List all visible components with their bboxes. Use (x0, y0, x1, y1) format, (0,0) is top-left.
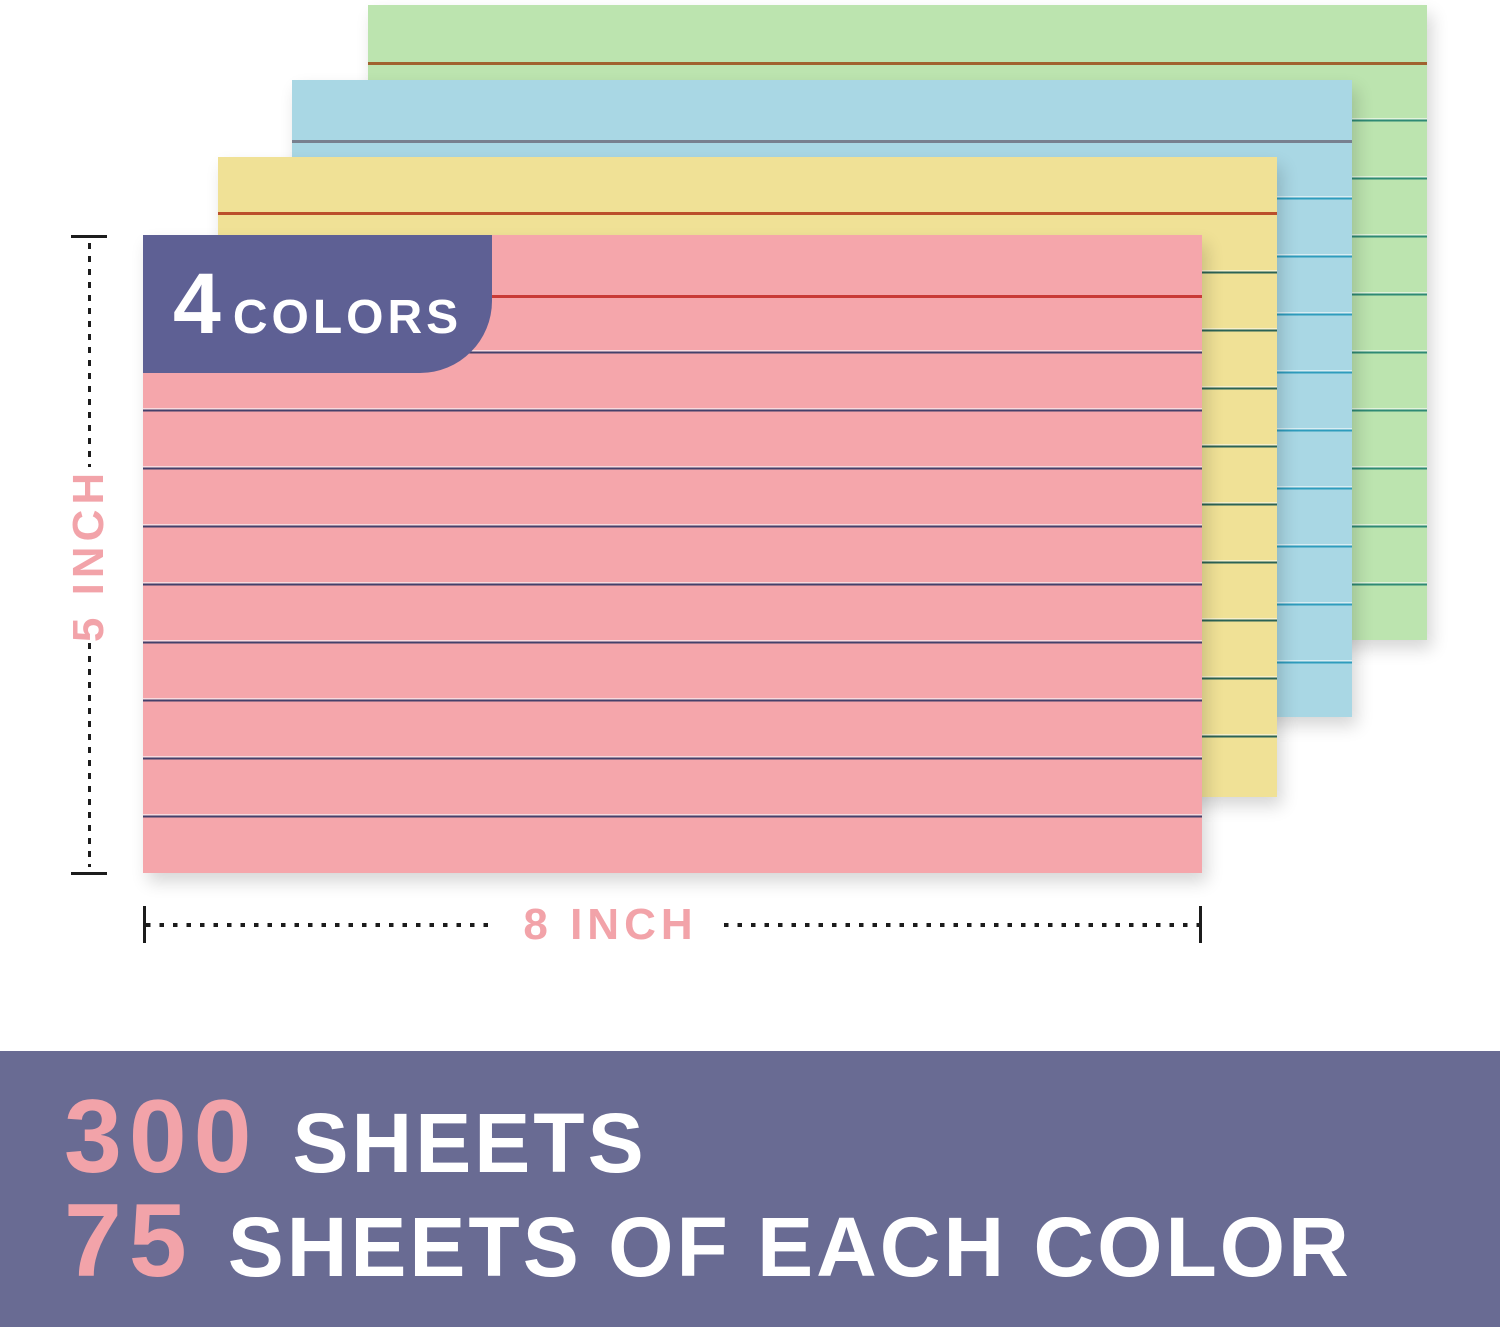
total-sheets-label: SHEETS (292, 1096, 647, 1190)
dotted-line (146, 922, 498, 927)
dimension-end-cap (71, 872, 107, 875)
height-dimension: 5 INCH (64, 235, 113, 875)
badge-count: 4 (173, 256, 223, 352)
total-sheets-row: 300 SHEETS (64, 1085, 1500, 1189)
info-banner: 300 SHEETS 75 SHEETS OF EACH COLOR (0, 1051, 1500, 1327)
badge-label: COLORS (232, 291, 463, 344)
dimension-end-cap (71, 235, 107, 238)
dashed-line (87, 643, 91, 867)
card-header-line (292, 140, 1352, 143)
dimension-end-cap (1199, 906, 1202, 943)
dotted-line (723, 922, 1199, 927)
card-ruled-lines (143, 350, 1202, 820)
width-label: 8 INCH (523, 899, 698, 949)
index-card-pink (143, 235, 1202, 873)
dashed-line (87, 243, 91, 467)
card-header-line (143, 295, 1202, 298)
card-header-line (368, 62, 1427, 65)
total-sheets-count: 300 (64, 1079, 259, 1195)
height-label: 5 INCH (64, 467, 113, 643)
card-header-line (218, 212, 1277, 215)
dimension-end-cap (143, 906, 146, 943)
per-color-sheets-row: 75 SHEETS OF EACH COLOR (64, 1189, 1500, 1293)
per-color-sheets-count: 75 (64, 1183, 194, 1299)
per-color-sheets-label: SHEETS OF EACH COLOR (227, 1200, 1352, 1294)
color-count-badge: 4 COLORS (143, 235, 492, 373)
width-dimension: 8 INCH (143, 902, 1202, 946)
